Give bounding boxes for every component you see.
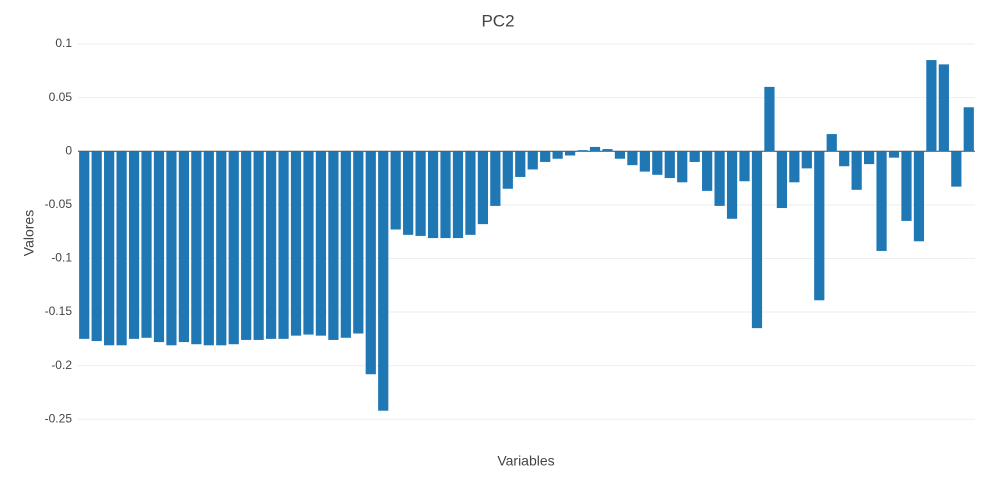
bar <box>427 151 439 239</box>
y-tick-label: 0.05 <box>49 90 73 104</box>
bar <box>403 151 414 235</box>
bar <box>104 151 115 346</box>
y-tick-label: 0 <box>65 143 72 157</box>
bar <box>614 151 626 159</box>
bar <box>789 151 800 183</box>
bar <box>141 151 152 338</box>
bar <box>863 151 875 165</box>
bar <box>839 151 850 167</box>
bar <box>851 151 862 190</box>
bar <box>390 151 401 230</box>
bar <box>702 151 713 191</box>
bar <box>216 151 227 346</box>
bar <box>116 151 127 346</box>
bar <box>739 151 750 182</box>
bar <box>888 151 900 158</box>
bar <box>926 60 937 152</box>
bar <box>452 151 464 239</box>
bar <box>639 151 650 172</box>
bar <box>726 151 738 219</box>
bar <box>328 151 339 340</box>
bar <box>677 151 688 183</box>
bar <box>315 151 327 336</box>
bar <box>477 151 489 225</box>
bar <box>228 151 239 345</box>
bar <box>814 151 825 301</box>
bar <box>552 151 563 159</box>
bar <box>901 151 912 221</box>
bar <box>191 151 202 345</box>
bar <box>203 151 214 346</box>
bar <box>564 151 576 156</box>
y-axis-label: Valores <box>21 210 37 256</box>
bar <box>490 151 501 206</box>
y-tick-label: -0.15 <box>45 304 73 318</box>
bar <box>689 151 700 162</box>
bar <box>166 151 177 346</box>
x-axis-label: Variables <box>497 453 554 469</box>
bar <box>353 151 364 334</box>
bar <box>415 151 426 236</box>
bar <box>128 151 140 339</box>
bar <box>589 146 601 152</box>
bar <box>440 151 451 239</box>
chart-title: PC2 <box>481 11 514 30</box>
bar <box>751 151 763 329</box>
bar <box>241 151 252 340</box>
bar <box>951 151 962 187</box>
bar <box>764 86 775 152</box>
bar <box>540 151 551 162</box>
bar <box>714 151 725 206</box>
bar <box>178 151 190 343</box>
bar <box>602 149 613 152</box>
bar <box>253 151 264 340</box>
y-tick-label: -0.25 <box>45 411 73 425</box>
bar <box>876 151 887 251</box>
bar <box>465 151 476 235</box>
y-tick-label: -0.2 <box>51 358 72 372</box>
bar <box>776 151 788 209</box>
bar <box>801 151 812 169</box>
bar <box>340 151 351 338</box>
bar <box>938 64 949 152</box>
bar <box>515 151 526 177</box>
bar <box>278 151 289 339</box>
bar <box>577 150 588 152</box>
bar <box>265 151 277 339</box>
bar <box>652 151 663 175</box>
bar <box>290 151 302 336</box>
bar <box>913 151 925 242</box>
y-tick-label: -0.05 <box>45 197 73 211</box>
bar <box>303 151 314 335</box>
bar <box>91 151 102 342</box>
bar <box>153 151 165 343</box>
bar <box>365 151 376 375</box>
y-tick-label: 0.1 <box>55 36 72 50</box>
bar <box>963 107 974 152</box>
bar <box>826 134 837 152</box>
bar <box>664 151 675 179</box>
bar <box>627 151 638 166</box>
bar <box>79 151 90 339</box>
y-tick-label: -0.1 <box>51 251 72 265</box>
bar <box>502 151 513 189</box>
bar <box>527 151 538 170</box>
bar <box>378 151 389 411</box>
